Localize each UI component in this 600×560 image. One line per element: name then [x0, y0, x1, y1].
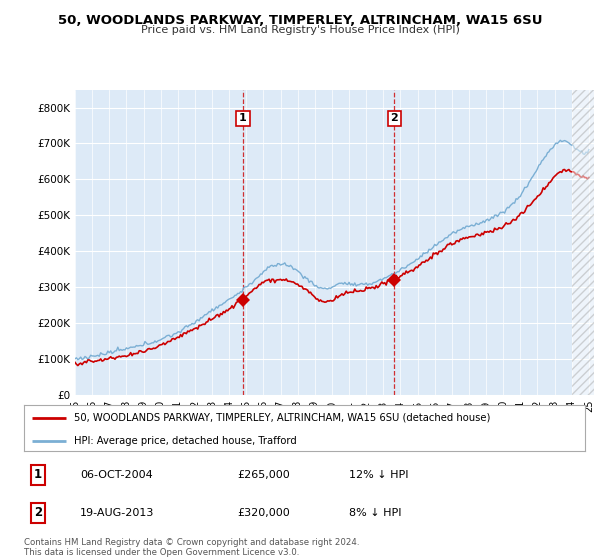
- Text: £320,000: £320,000: [237, 508, 290, 518]
- Text: 2: 2: [34, 506, 42, 520]
- Text: 1: 1: [34, 468, 42, 482]
- Text: £265,000: £265,000: [237, 470, 290, 480]
- Text: 12% ↓ HPI: 12% ↓ HPI: [349, 470, 409, 480]
- Text: 2: 2: [391, 113, 398, 123]
- Text: Price paid vs. HM Land Registry's House Price Index (HPI): Price paid vs. HM Land Registry's House …: [140, 25, 460, 35]
- Text: 50, WOODLANDS PARKWAY, TIMPERLEY, ALTRINCHAM, WA15 6SU: 50, WOODLANDS PARKWAY, TIMPERLEY, ALTRIN…: [58, 14, 542, 27]
- Text: 19-AUG-2013: 19-AUG-2013: [80, 508, 154, 518]
- Text: Contains HM Land Registry data © Crown copyright and database right 2024.
This d: Contains HM Land Registry data © Crown c…: [24, 538, 359, 557]
- Bar: [572, 90, 594, 395]
- Text: 8% ↓ HPI: 8% ↓ HPI: [349, 508, 402, 518]
- Text: 06-OCT-2004: 06-OCT-2004: [80, 470, 153, 480]
- Bar: [243, 90, 394, 395]
- Text: HPI: Average price, detached house, Trafford: HPI: Average price, detached house, Traf…: [74, 436, 297, 446]
- Bar: [572, 90, 594, 395]
- Text: 50, WOODLANDS PARKWAY, TIMPERLEY, ALTRINCHAM, WA15 6SU (detached house): 50, WOODLANDS PARKWAY, TIMPERLEY, ALTRIN…: [74, 413, 491, 423]
- Text: 1: 1: [239, 113, 247, 123]
